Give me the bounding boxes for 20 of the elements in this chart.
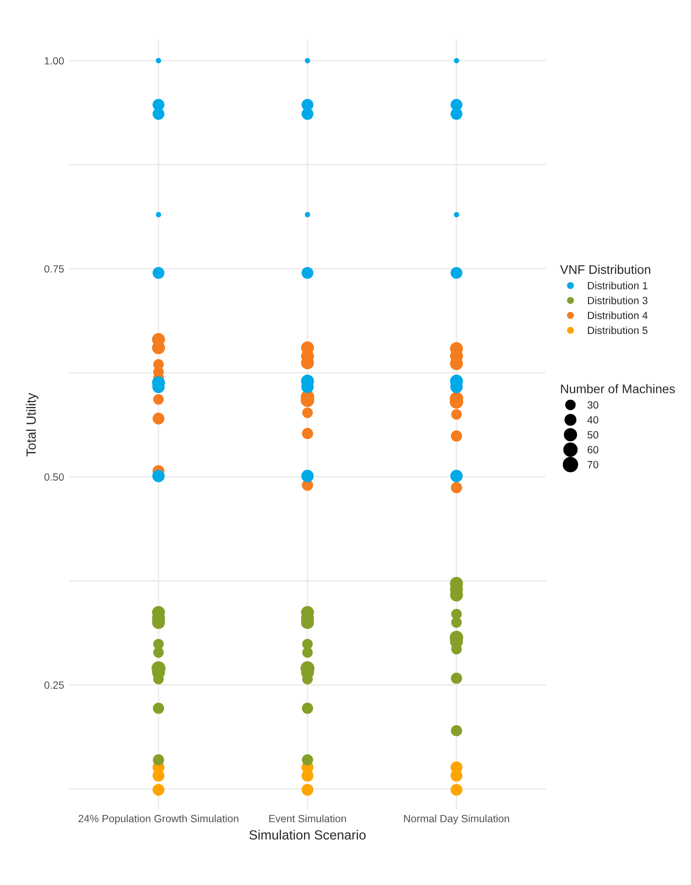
y-tick-label: 0.25 (44, 681, 64, 689)
x-axis-title: Simulation Scenario (249, 830, 366, 840)
legend-label: Distribution 3 (588, 296, 648, 304)
x-tick-label: Normal Day Simulation (404, 814, 510, 824)
y-axis-title: Total Utility (26, 392, 38, 456)
legend-label: Distribution 5 (588, 326, 648, 334)
y-tick-label: 1.00 (44, 57, 64, 65)
y-tick-label: 0.50 (44, 473, 64, 481)
x-tick-label: 24% Population Growth Simulation (78, 814, 238, 824)
legend-label: 40 (587, 416, 598, 424)
y-tick-label: 0.75 (44, 265, 64, 273)
legend-label: 60 (588, 446, 598, 454)
legend-label: Distribution 1 (588, 282, 648, 290)
text: VNF Distribution (560, 264, 650, 274)
text: Number of Machines (561, 384, 675, 394)
legend-label: 70 (588, 460, 598, 468)
legend-label: 30 (588, 401, 598, 409)
x-tick-label: Event Simulation (269, 814, 346, 822)
legend-label: Distribution 4 (588, 311, 648, 320)
legend-label: 50 (588, 431, 598, 438)
